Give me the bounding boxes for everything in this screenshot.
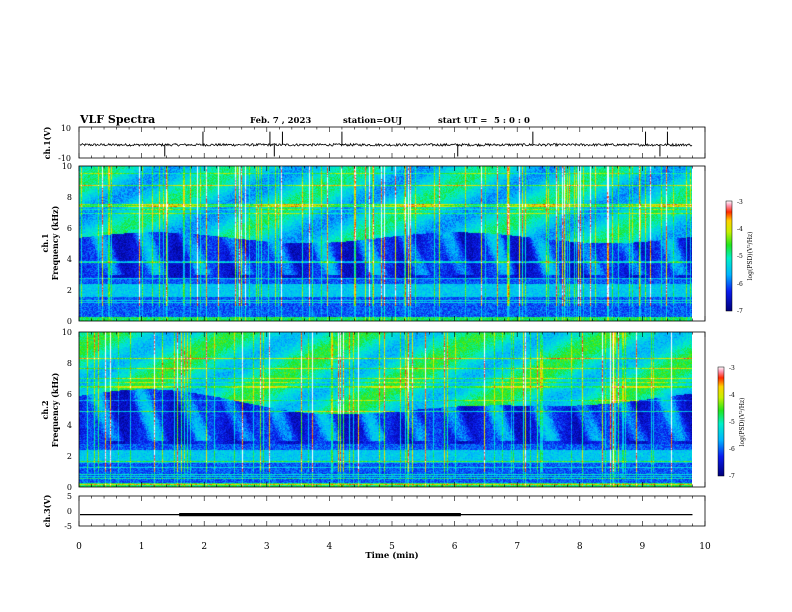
ch2-cb-tick-m5: -5 [729,419,735,426]
ch2-colorbar-label: log(PSD)(V²/Hz) [739,398,746,447]
ch3-signal-panel: 5 0 -5 ch.3(V) [42,492,706,531]
x-axis-label: Time (min) [365,550,418,561]
x-tick-4: 4 [327,542,333,552]
ch1-spectrogram-ticks [78,166,706,321]
ch2-freq-tick-10: 10 [62,328,72,337]
ch2-cb-tick-m7: -7 [729,473,735,480]
x-tick-5: 5 [389,542,395,552]
ch2-spectrogram-ylabel: ch.2 [40,400,50,419]
ch1-colorbar: -3 -4 -5 -6 -7 log(PSD)(V²/Hz) [725,199,754,315]
station-label: station=OUJ [343,116,402,126]
x-tick-7: 7 [514,542,520,552]
ch1-cb-tick-m4: -4 [737,226,743,233]
x-tick-8: 8 [577,542,583,552]
ch3-ytick-m5: -5 [64,522,72,531]
ch1-ytick-bottom: -10 [58,154,71,163]
ch1-cb-tick-m3: -3 [737,199,743,206]
ch2-freq-tick-6: 6 [67,390,72,399]
ch3-ytick-5: 5 [67,492,72,501]
ch2-spectrogram-panel: 0 2 4 6 8 10 ch.2 Frequency (kHz) [40,328,706,492]
ch2-cb-tick-m3: -3 [729,365,735,372]
ch2-spectrogram-image [79,332,692,487]
ch1-waveform-ticks [78,127,706,158]
ch1-waveform-line [79,142,693,148]
ch1-freq-tick-8: 8 [67,193,72,202]
ch1-freq-tick-6: 6 [67,224,72,233]
ch1-spectrogram-ylabel: ch.1 [40,233,50,252]
ch1-cb-tick-m7: -7 [737,308,743,315]
ch1-freq-tick-4: 4 [67,255,72,264]
ch1-frequency-label: Frequency (kHz) [50,205,60,280]
x-tick-10: 10 [699,542,711,552]
x-tick-3: 3 [264,542,270,552]
start-ut-label: start UT = [438,116,487,126]
x-tick-2: 2 [201,542,207,552]
ch2-freq-tick-8: 8 [67,359,72,368]
ch3-signal-ylabel: ch.3(V) [42,494,52,527]
ch3-signal-ticks [78,496,706,526]
ch1-spectrogram-panel: 0 2 4 6 8 10 ch.1 Frequency (kHz) [40,162,706,326]
ch1-spectrogram-image [79,166,692,321]
ch2-cb-tick-m4: -4 [729,392,735,399]
date-label: Feb. 7 , 2023 [250,116,311,126]
x-tick-0: 0 [76,542,82,552]
ch1-freq-tick-0: 0 [67,317,72,326]
ch3-ytick-0: 0 [67,507,72,516]
x-axis: 0 1 2 3 4 5 6 7 8 9 10 Time (min) [76,542,711,561]
ch2-colorbar: -3 -4 -5 -6 -7 log(PSD)(V²/Hz) [717,365,746,480]
ch2-colorbar-gradient [717,366,725,477]
ch1-waveform-panel: 10 -10 ch.1(V) [42,124,706,163]
ch1-ytick-top: 10 [61,124,71,133]
ch2-freq-tick-4: 4 [67,421,72,430]
ch1-cb-tick-m5: -5 [737,253,743,260]
figure-title: VLF Spectra [79,113,155,126]
start-time-value: 5 : 0 : 0 [494,116,530,126]
ch1-freq-tick-10: 10 [62,162,72,171]
ch2-frequency-label: Frequency (kHz) [50,372,60,447]
ch1-cb-tick-m6: -6 [737,281,743,288]
ch1-colorbar-gradient [725,200,733,312]
ch2-freq-tick-0: 0 [67,483,72,492]
ch1-freq-tick-2: 2 [67,286,72,295]
x-tick-9: 9 [640,542,646,552]
ch1-waveform-ylabel: ch.1(V) [42,126,52,159]
ch1-waveform-spikes [164,131,668,157]
ch2-freq-tick-2: 2 [67,452,72,461]
ch1-colorbar-label: log(PSD)(V²/Hz) [747,232,754,281]
x-tick-6: 6 [452,542,458,552]
ch2-cb-tick-m6: -6 [729,446,735,453]
x-tick-1: 1 [139,542,145,552]
ch2-spectrogram-ticks [78,332,706,487]
